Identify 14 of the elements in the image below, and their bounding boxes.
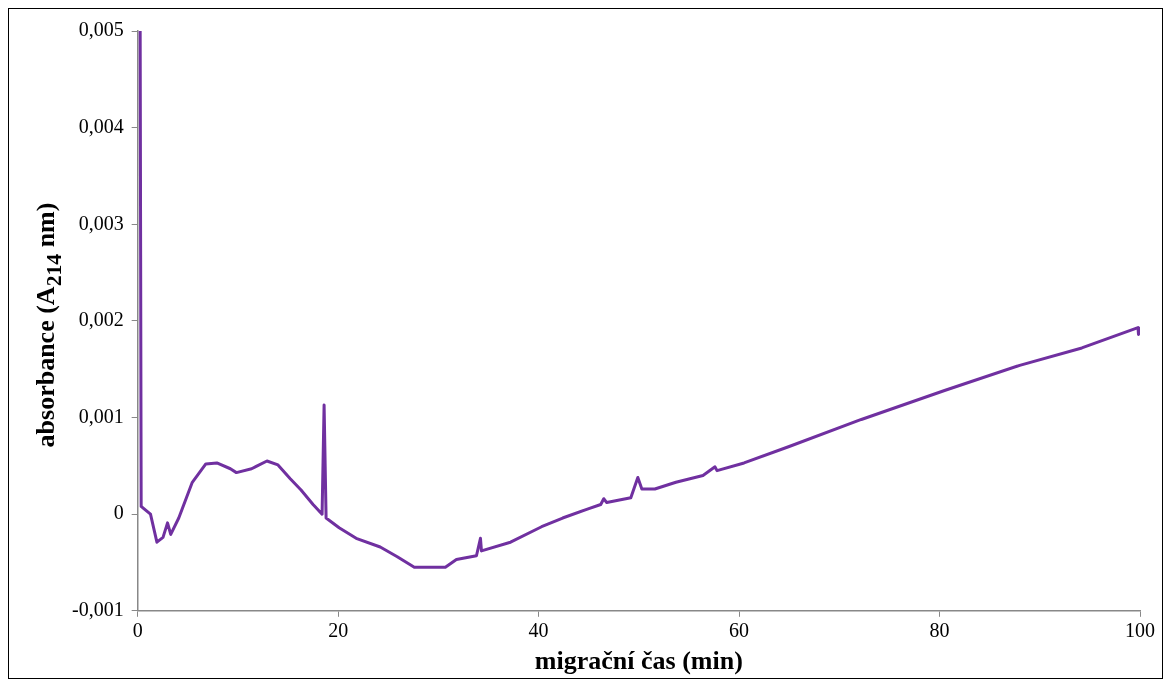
x-tick-label: 60 — [729, 619, 750, 642]
x-tick-label: 100 — [1125, 619, 1155, 642]
x-tick-label: 0 — [132, 619, 143, 642]
y-tick-label: 0,004 — [78, 114, 124, 137]
y-tick-label: 0,001 — [78, 404, 124, 427]
y-tick-label: 0,003 — [78, 211, 124, 234]
x-axis-title: migrační čas (min) — [534, 646, 743, 676]
y-tick-label: -0,001 — [71, 598, 124, 621]
x-tick-label: 40 — [528, 619, 549, 642]
x-tick-label: 80 — [929, 619, 950, 642]
x-tick-label: 20 — [328, 619, 349, 642]
y-tick-label: 0 — [113, 501, 124, 524]
y-tick-label: 0,002 — [78, 308, 124, 331]
y-tick-label: 0,005 — [78, 18, 124, 41]
